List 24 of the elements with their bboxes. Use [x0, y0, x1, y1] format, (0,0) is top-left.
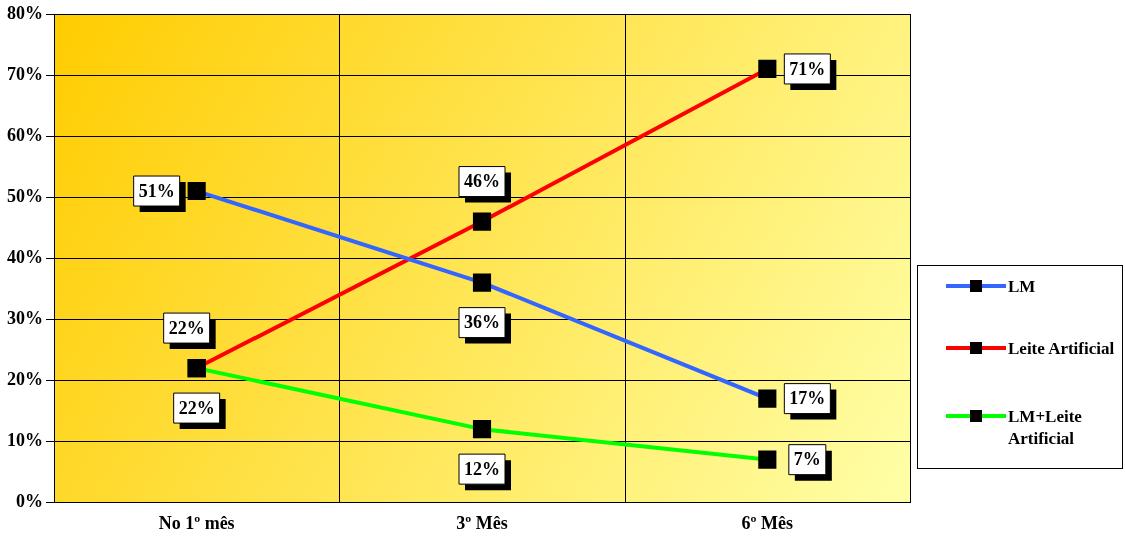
data-label: 7% [793, 449, 821, 470]
y-tick-label: 70% [7, 63, 43, 84]
data-label: 36% [464, 312, 500, 333]
data-label: 46% [464, 171, 500, 192]
data-label: 22% [168, 317, 205, 338]
data-label: 12% [464, 458, 500, 479]
y-tick-label: 10% [7, 430, 43, 451]
legend-label: Leite Artificial [1008, 338, 1116, 360]
data-label: 51% [138, 180, 175, 201]
x-tick-label: No 1º mês [158, 512, 235, 533]
y-tick-label: 0% [16, 491, 43, 512]
data-label: 17% [789, 388, 826, 409]
legend-label: LM+Leite Artificial [1008, 406, 1083, 450]
y-tick-label: 20% [7, 368, 43, 389]
y-tick-label: 60% [7, 124, 43, 145]
x-tick-label: 3º Mês [456, 512, 508, 533]
y-tick-label: 40% [7, 246, 43, 267]
y-tick-label: 30% [7, 307, 43, 328]
legend-label: LM [1008, 276, 1037, 298]
x-tick-label: 6º Mês [741, 512, 794, 533]
data-label: 22% [178, 397, 215, 418]
y-tick-label: 50% [7, 185, 43, 206]
data-label: 71% [789, 58, 826, 79]
y-tick-label: 80% [7, 2, 43, 23]
